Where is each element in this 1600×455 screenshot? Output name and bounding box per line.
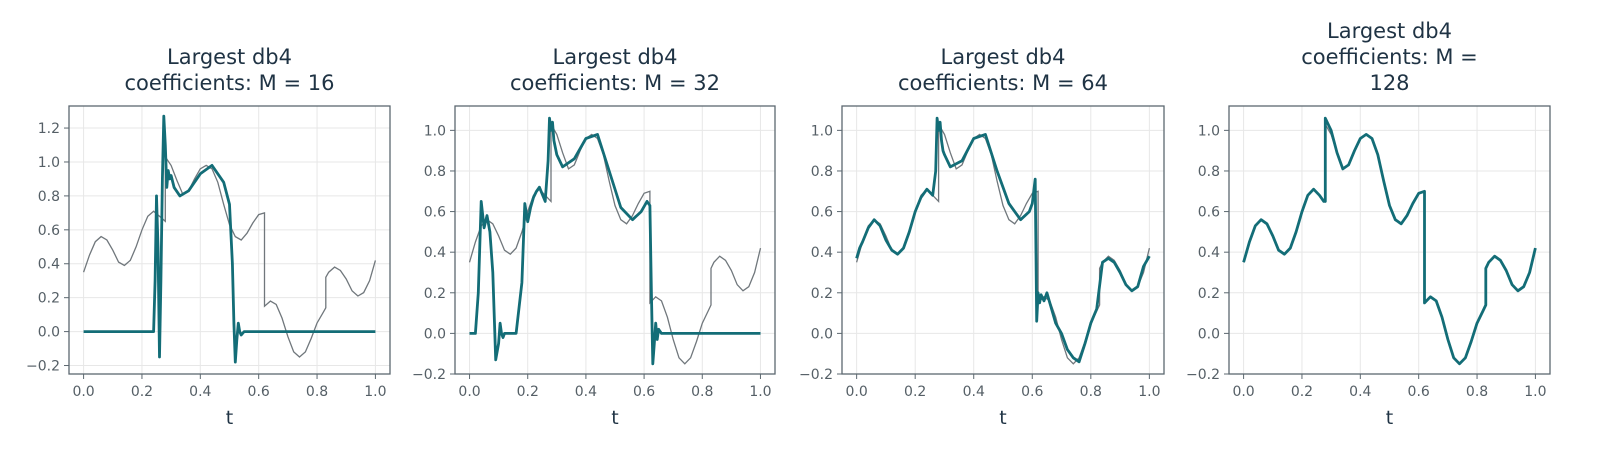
subplot-title-line: coefficients: M = [1301, 45, 1478, 69]
y-tick-label: 0.4 [811, 245, 833, 261]
x-tick-label: 0.2 [904, 384, 926, 400]
subplot-title-line: coefficients: M = 32 [510, 71, 720, 95]
x-tick-label: 0.0 [458, 384, 480, 400]
y-tick-label: 0.2 [811, 286, 833, 302]
x-tick-label: 1.0 [364, 384, 386, 400]
x-tick-label: 0.4 [963, 384, 985, 400]
y-tick-label: 0.0 [811, 326, 833, 342]
y-tick-label: 0.2 [424, 286, 446, 302]
subplot-title-line: Largest db4 [1327, 19, 1452, 43]
approximation-line [855, 116, 1151, 364]
subplot-title-line: 128 [1369, 71, 1409, 95]
x-tick-label: 0.2 [1291, 384, 1313, 400]
x-tick-label: 0.2 [517, 384, 539, 400]
x-tick-label: 0.6 [633, 384, 655, 400]
axes-frame [841, 105, 1165, 375]
x-tick-label: 0.8 [306, 384, 328, 400]
y-tick-label: 1.2 [38, 121, 60, 137]
y-tick-label: 0.2 [1198, 286, 1220, 302]
subplot-title-line: Largest db4 [553, 45, 678, 69]
axes-frame [68, 105, 391, 375]
y-tick-label: 0.8 [424, 164, 446, 180]
x-tick-label: 0.4 [189, 384, 211, 400]
y-tick-label: 0.6 [424, 205, 446, 221]
reference-signal-line [468, 121, 762, 365]
x-tick-label: 0.0 [846, 384, 868, 400]
subplot-title-line: Largest db4 [167, 45, 292, 69]
y-tick-label: −0.2 [26, 359, 60, 375]
reference-signal-line [855, 121, 1151, 365]
y-tick-label: 0.0 [1198, 326, 1220, 342]
x-axis-label: t [1386, 407, 1393, 429]
y-tick-label: −0.2 [799, 367, 833, 383]
subplot-title-line: coefficients: M = 64 [898, 71, 1108, 95]
x-axis-label: t [226, 407, 233, 429]
reference-signal-line [82, 154, 377, 358]
x-tick-label: 0.6 [248, 384, 270, 400]
approximation-line [1242, 116, 1537, 366]
y-tick-label: 0.2 [38, 291, 60, 307]
y-tick-label: 1.0 [1198, 123, 1220, 139]
x-tick-label: 0.4 [575, 384, 597, 400]
approximation-line [469, 116, 761, 366]
x-tick-label: 0.8 [691, 384, 713, 400]
x-tick-label: 0.8 [1080, 384, 1102, 400]
x-tick-label: 0.0 [1232, 384, 1254, 400]
reference-signal-line [1242, 121, 1537, 365]
y-tick-label: 0.4 [1198, 245, 1220, 261]
y-tick-label: −0.2 [412, 367, 446, 383]
y-tick-label: 0.8 [38, 189, 60, 205]
x-tick-label: 0.6 [1021, 384, 1043, 400]
axes-frame [1228, 105, 1551, 375]
y-tick-label: 1.0 [424, 123, 446, 139]
y-tick-label: 0.6 [811, 205, 833, 221]
y-tick-label: 0.8 [1198, 164, 1220, 180]
x-tick-label: 0.6 [1408, 384, 1430, 400]
subplot-title-line: Largest db4 [941, 45, 1066, 69]
y-tick-label: 1.0 [38, 155, 60, 171]
y-tick-label: 0.0 [424, 326, 446, 342]
y-tick-label: −0.2 [1186, 367, 1220, 383]
x-tick-label: 1.0 [1138, 384, 1160, 400]
y-tick-label: 0.6 [1198, 205, 1220, 221]
y-tick-label: 0.4 [38, 257, 60, 273]
y-tick-label: 1.0 [811, 123, 833, 139]
x-tick-label: 0.0 [72, 384, 94, 400]
y-tick-label: 0.4 [424, 245, 446, 261]
x-tick-label: 1.0 [749, 384, 771, 400]
x-tick-label: 0.4 [1349, 384, 1371, 400]
y-tick-label: 0.0 [38, 325, 60, 341]
approximation-line [83, 114, 376, 364]
axes-frame [454, 105, 776, 375]
x-tick-label: 0.2 [131, 384, 153, 400]
y-tick-label: 0.8 [811, 164, 833, 180]
x-tick-label: 0.8 [1466, 384, 1488, 400]
x-axis-label: t [999, 407, 1006, 429]
x-axis-label: t [611, 407, 618, 429]
subplot-title-line: coefficients: M = 16 [125, 71, 335, 95]
y-tick-label: 0.6 [38, 223, 60, 239]
x-tick-label: 1.0 [1524, 384, 1546, 400]
